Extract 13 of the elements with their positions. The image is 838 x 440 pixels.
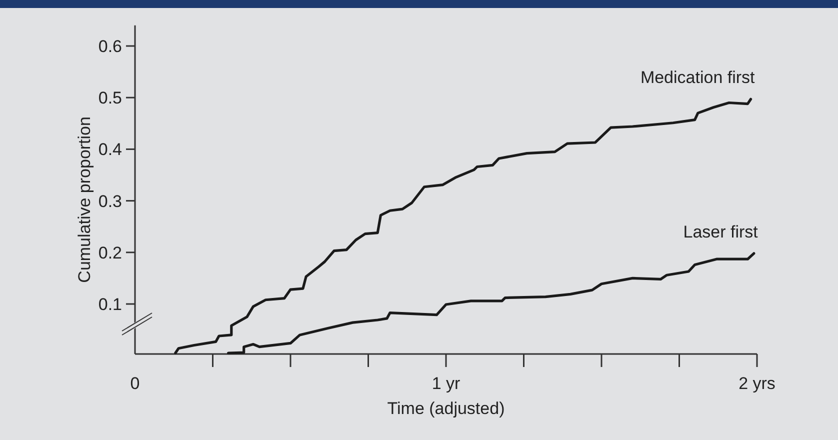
y-tick-label: 0.1 (98, 295, 122, 314)
series-label: Medication first (640, 68, 756, 88)
y-tick-label: 0.3 (98, 192, 122, 211)
y-axis-title: Cumulative proportion (75, 116, 94, 283)
x-tick-label: 0 (130, 374, 140, 393)
y-tick-label: 0.6 (98, 37, 122, 56)
series-label: Laser first (683, 222, 758, 242)
y-tick-label: 0.5 (98, 88, 122, 108)
y-tick-label: 0.2 (98, 243, 122, 262)
y-tick-label: 0.4 (98, 140, 122, 160)
x-tick-label: 1 yr (432, 374, 461, 393)
x-tick-label: 2 yrs (738, 374, 776, 393)
x-axis-title: Time (adjusted) (387, 399, 505, 418)
